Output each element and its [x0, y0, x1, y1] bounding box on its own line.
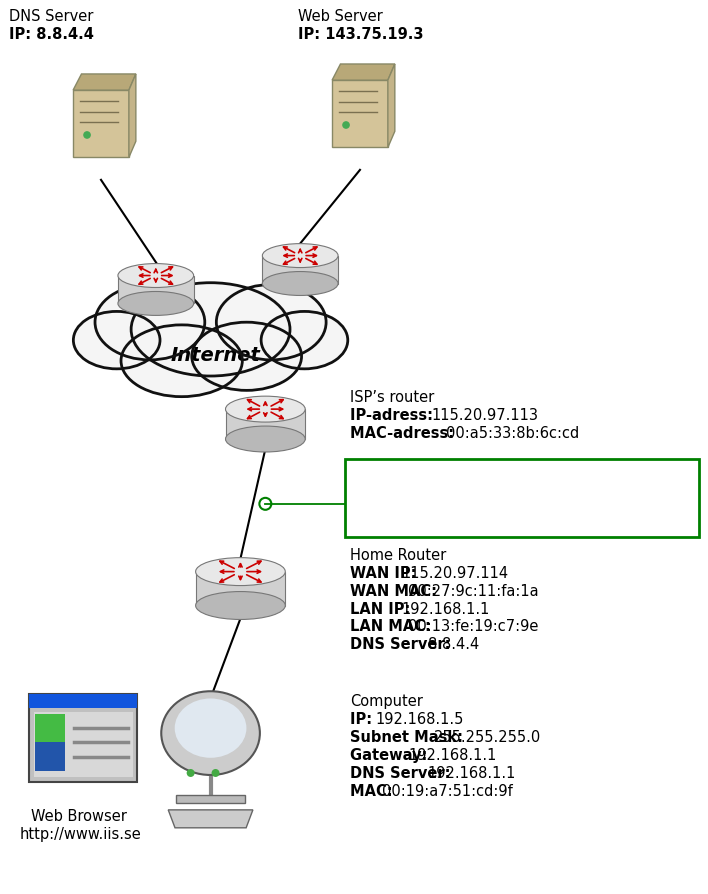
- Text: IP-adress:: IP-adress:: [350, 408, 438, 423]
- Bar: [345, 460, 699, 537]
- Bar: [33, 712, 132, 777]
- Bar: [263, 257, 338, 284]
- Text: WAN MAC:: WAN MAC:: [350, 583, 442, 598]
- Ellipse shape: [226, 426, 305, 452]
- Text: MAC:: MAC:: [350, 783, 398, 798]
- Polygon shape: [169, 810, 253, 828]
- Bar: [29, 695, 137, 782]
- Text: Computer: Computer: [350, 694, 423, 708]
- Text: DNS Server:: DNS Server:: [350, 765, 456, 780]
- Ellipse shape: [263, 273, 338, 296]
- Text: Subnet Mask:: Subnet Mask:: [350, 730, 468, 745]
- Text: 255.255.255.0: 255.255.255.0: [434, 730, 542, 745]
- Ellipse shape: [121, 325, 242, 397]
- Text: Metro Ethernet, ADSL, fiber,: Metro Ethernet, ADSL, fiber,: [352, 488, 547, 502]
- Circle shape: [342, 122, 350, 130]
- Text: LAN MAC:: LAN MAC:: [350, 619, 436, 634]
- Polygon shape: [129, 75, 136, 158]
- Bar: [35, 714, 64, 772]
- Text: IP: 143.75.19.3: IP: 143.75.19.3: [298, 28, 423, 42]
- Text: Internet Connection, for example: Internet Connection, for example: [352, 467, 582, 480]
- Ellipse shape: [175, 699, 246, 758]
- Ellipse shape: [95, 285, 205, 360]
- Circle shape: [212, 769, 219, 777]
- Text: 192.168.1.5: 192.168.1.5: [376, 712, 464, 726]
- Polygon shape: [73, 75, 136, 91]
- Text: 192.168.1.1: 192.168.1.1: [402, 601, 490, 616]
- Ellipse shape: [161, 691, 260, 775]
- Ellipse shape: [195, 558, 285, 586]
- Bar: [73, 91, 129, 158]
- Text: cable modem, etc: cable modem, etc: [352, 510, 477, 524]
- Text: DNS Server: DNS Server: [9, 9, 93, 24]
- Text: Internet: Internet: [171, 345, 261, 365]
- Text: WAN IP:: WAN IP:: [350, 565, 422, 580]
- Text: Web Browser: Web Browser: [31, 808, 127, 823]
- Bar: [35, 743, 64, 772]
- Text: 115.20.97.114: 115.20.97.114: [402, 565, 509, 580]
- Text: 192.168.1.1: 192.168.1.1: [428, 765, 516, 780]
- Bar: [176, 795, 246, 803]
- Ellipse shape: [226, 397, 305, 423]
- Text: Web Server: Web Server: [298, 9, 383, 24]
- Bar: [29, 695, 137, 708]
- Ellipse shape: [131, 283, 290, 376]
- Ellipse shape: [261, 312, 348, 369]
- Text: 00:13:fe:19:c7:9e: 00:13:fe:19:c7:9e: [409, 619, 539, 634]
- Text: IP: 8.8.4.4: IP: 8.8.4.4: [9, 28, 94, 42]
- Bar: [195, 572, 285, 606]
- Ellipse shape: [74, 312, 160, 369]
- Text: Gateway:: Gateway:: [350, 747, 433, 763]
- Bar: [118, 276, 193, 304]
- Text: 115.20.97.113: 115.20.97.113: [432, 408, 539, 423]
- Text: http://www.iis.se: http://www.iis.se: [19, 826, 141, 841]
- Ellipse shape: [118, 265, 193, 288]
- Ellipse shape: [217, 285, 326, 360]
- Ellipse shape: [118, 292, 193, 316]
- Circle shape: [84, 132, 91, 139]
- Text: 8.8.4.4: 8.8.4.4: [428, 637, 479, 652]
- Ellipse shape: [263, 244, 338, 268]
- Polygon shape: [388, 65, 395, 148]
- Bar: [226, 409, 305, 440]
- Text: DNS Server:: DNS Server:: [350, 637, 456, 652]
- Text: 00:a5:33:8b:6c:cd: 00:a5:33:8b:6c:cd: [445, 426, 579, 441]
- Text: 192.168.1.1: 192.168.1.1: [409, 747, 496, 763]
- Bar: [332, 81, 388, 148]
- Text: IP:: IP:: [350, 712, 377, 726]
- Text: 00:19:a7:51:cd:9f: 00:19:a7:51:cd:9f: [382, 783, 513, 798]
- Ellipse shape: [192, 323, 302, 391]
- Ellipse shape: [195, 592, 285, 620]
- Text: Home Router: Home Router: [350, 547, 446, 562]
- Text: LAN IP:: LAN IP:: [350, 601, 416, 616]
- Circle shape: [187, 769, 195, 777]
- Text: ISP’s router: ISP’s router: [350, 390, 434, 405]
- Text: MAC-adress:: MAC-adress:: [350, 426, 459, 441]
- Text: 00:27:9c:11:fa:1a: 00:27:9c:11:fa:1a: [409, 583, 539, 598]
- Polygon shape: [332, 65, 395, 81]
